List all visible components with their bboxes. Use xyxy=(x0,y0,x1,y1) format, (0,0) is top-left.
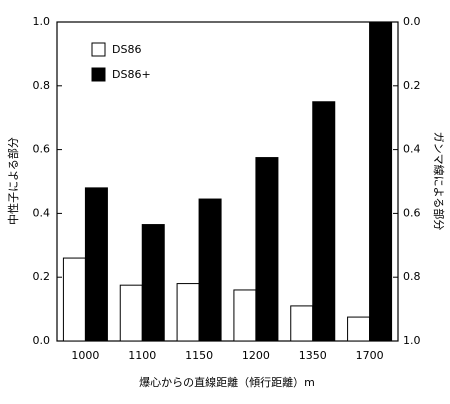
bar xyxy=(62,257,86,342)
y-tick-label: 0.6 xyxy=(33,143,51,156)
y-tick-label: 0.0 xyxy=(33,334,51,347)
y-tick-label: 0.2 xyxy=(33,270,51,283)
bar xyxy=(119,284,143,342)
bar xyxy=(369,21,393,342)
bar xyxy=(255,157,279,342)
y-tick-label: 0.8 xyxy=(33,79,51,92)
bar xyxy=(312,101,336,342)
x-tick-label: 1150 xyxy=(185,349,213,362)
y2-tick-label: 0.8 xyxy=(403,270,421,283)
y-axis-title: 中性子による部分 xyxy=(6,137,20,225)
plot-frame xyxy=(56,21,399,342)
bar xyxy=(233,289,257,342)
y2-tick-label: 1.0 xyxy=(403,334,421,347)
legend-label: DS86+ xyxy=(112,68,151,81)
y-tick-label: 1.0 xyxy=(33,15,51,28)
x-tick-label: 1000 xyxy=(71,349,99,362)
y2-tick-label: 0.4 xyxy=(403,143,421,156)
x-tick-label: 1200 xyxy=(242,349,270,362)
bar xyxy=(84,187,108,342)
x-tick-label: 1700 xyxy=(356,349,384,362)
x-tick-label: 1100 xyxy=(128,349,156,362)
bar xyxy=(347,316,371,342)
x-axis-title: 爆心からの直線距離（傾行距離）m xyxy=(139,375,315,389)
bar xyxy=(176,283,200,342)
y2-tick-label: 0.2 xyxy=(403,79,421,92)
legend-swatch xyxy=(91,67,106,82)
y2-axis-title: ガンマ線による部分 xyxy=(432,132,446,231)
y-tick-label: 0.4 xyxy=(33,206,51,219)
legend-swatch xyxy=(91,42,106,57)
legend-label: DS86 xyxy=(112,43,141,56)
y2-tick-label: 0.6 xyxy=(403,206,421,219)
y2-tick-label: 0.0 xyxy=(403,15,421,28)
bar xyxy=(198,198,222,342)
bar xyxy=(141,224,165,342)
bar xyxy=(290,305,314,342)
x-tick-label: 1350 xyxy=(299,349,327,362)
